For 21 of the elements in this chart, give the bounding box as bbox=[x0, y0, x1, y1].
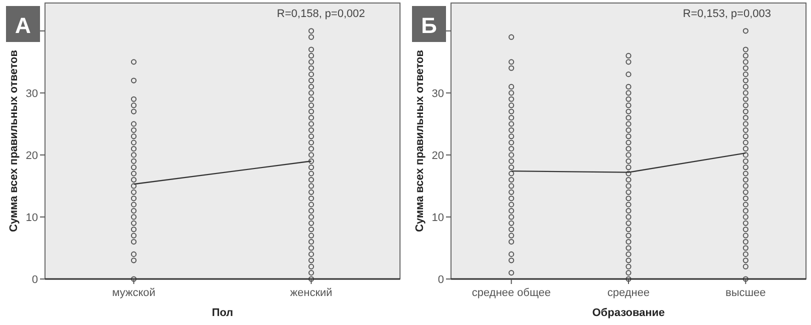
text: Б bbox=[421, 13, 438, 38]
x-tick-label: среднее общее bbox=[472, 287, 551, 299]
y-tick-label: 20 bbox=[26, 150, 38, 162]
y-tick-label: 0 bbox=[438, 274, 444, 286]
annotation: R=0,153, p=0,003 bbox=[682, 8, 771, 20]
text: А bbox=[15, 13, 32, 38]
x-axis-title: Пол bbox=[212, 307, 234, 319]
y-axis-title: Сумма всех правильных ответов bbox=[414, 50, 426, 232]
y-tick-label: 30 bbox=[432, 88, 444, 100]
x-tick-label: мужской bbox=[112, 287, 156, 299]
x-tick-label: среднее bbox=[607, 287, 650, 299]
y-axis-title: Сумма всех правильных ответов bbox=[8, 50, 20, 232]
y-tick-label: 10 bbox=[26, 212, 38, 224]
annotation: R=0,158, p=0,002 bbox=[276, 8, 365, 20]
y-tick-label: 20 bbox=[432, 150, 444, 162]
y-tick-label: 30 bbox=[26, 88, 38, 100]
y-tick-label: 10 bbox=[432, 212, 444, 224]
x-axis-title: Образование bbox=[592, 307, 665, 319]
x-tick-label: высшее bbox=[725, 287, 766, 299]
y-tick-label: 0 bbox=[32, 274, 38, 286]
x-tick-label: женский bbox=[290, 287, 332, 299]
